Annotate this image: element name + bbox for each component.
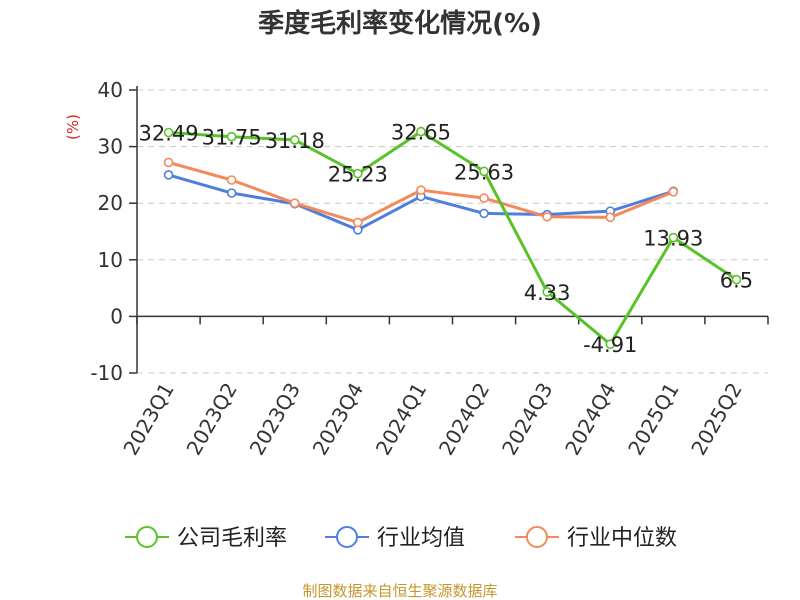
data-point [163, 170, 174, 180]
data-label: 31.75 [202, 126, 262, 150]
data-label: 25.23 [328, 163, 388, 187]
data-point [605, 339, 616, 349]
data-point [353, 168, 363, 179]
y-tick-label: 20 [98, 191, 123, 215]
data-point [668, 232, 679, 243]
legend-item: 公司毛利率 [125, 526, 287, 551]
y-axis-unit: (%) [64, 114, 82, 140]
x-tick-label: 2025Q1 [623, 379, 683, 460]
y-tick-label: 0 [110, 304, 123, 328]
data-point [479, 166, 489, 177]
data-point [289, 135, 300, 145]
data-point [163, 127, 174, 138]
data-label: 25.63 [454, 160, 514, 184]
data-label: 4.33 [524, 281, 571, 305]
y-tick-label: -10 [90, 361, 123, 385]
data-label: 13.93 [643, 227, 703, 251]
x-tick-label: 2023Q1 [118, 379, 178, 460]
y-tick-label: 30 [98, 135, 123, 159]
legend-label: 行业均值 [377, 526, 465, 551]
data-point [289, 198, 300, 208]
legend-label: 公司毛利率 [177, 526, 287, 551]
data-point [542, 287, 552, 297]
data-point [731, 274, 742, 285]
x-tick-label: 2023Q3 [245, 379, 305, 460]
x-tick-label: 2024Q3 [497, 379, 557, 460]
data-label: 32.65 [391, 121, 451, 145]
data-point [226, 131, 237, 142]
legend-marker [526, 526, 548, 548]
data-point [353, 217, 363, 228]
data-label: -4.91 [583, 333, 637, 357]
data-point [163, 157, 174, 168]
legend-item: 行业中位数 [515, 526, 677, 551]
y-tick-label: 10 [98, 248, 123, 272]
data-point [226, 188, 237, 198]
data-point [542, 211, 552, 222]
legend-label: 行业中位数 [567, 526, 677, 551]
legend-item: 行业均值 [325, 526, 465, 551]
x-tick-label: 2025Q2 [686, 379, 746, 460]
chart-title: 季度毛利率变化情况(%) [258, 8, 542, 39]
x-tick-label: 2024Q4 [560, 379, 620, 460]
x-tick-label: 2024Q1 [371, 379, 431, 460]
series [163, 126, 742, 349]
data-point [416, 185, 426, 195]
data-point [416, 126, 426, 137]
data-point [479, 208, 489, 219]
x-tick-label: 2023Q4 [308, 379, 368, 460]
series-line [168, 130, 738, 346]
legend-marker [336, 526, 358, 548]
data-label: 6.5 [720, 269, 753, 293]
data-point [668, 187, 679, 197]
data-label: 31.18 [265, 129, 325, 153]
source-note: 制图数据来自恒生聚源数据库 [302, 582, 497, 600]
data-point [226, 175, 237, 185]
data-label: 32.49 [138, 122, 198, 146]
legend: 公司毛利率 行业均值 行业中位数 [125, 526, 677, 551]
data-point [479, 193, 489, 203]
x-tick-label: 2023Q2 [182, 379, 242, 460]
x-tick-label: 2024Q2 [434, 379, 494, 460]
data-point [605, 212, 616, 223]
y-tick-label: 40 [98, 78, 123, 102]
legend-marker [136, 526, 158, 548]
